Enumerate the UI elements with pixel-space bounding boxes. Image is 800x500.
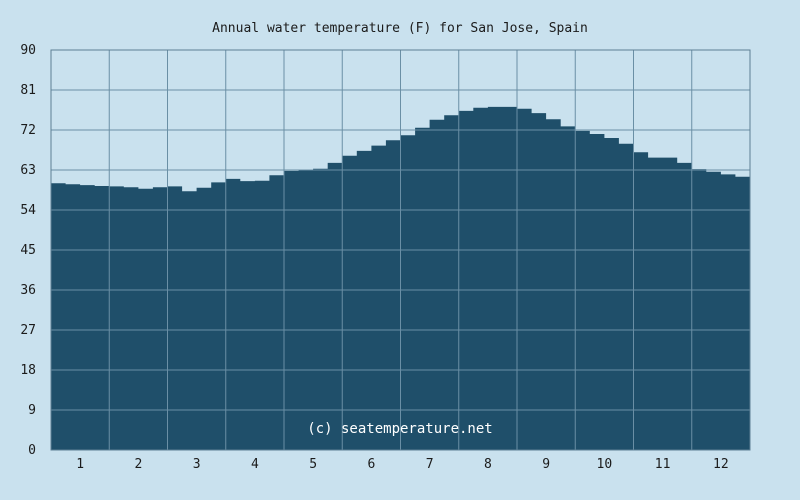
chart-title: Annual water temperature (F) for San Jos… — [212, 21, 588, 36]
y-tick-label: 18 — [20, 363, 36, 378]
x-tick-label: 1 — [76, 457, 84, 472]
watermark-text: (c) seatemperature.net — [307, 421, 492, 437]
x-tick-label: 3 — [193, 457, 201, 472]
x-tick-label: 5 — [309, 457, 317, 472]
y-tick-label: 63 — [20, 163, 36, 178]
x-tick-label: 11 — [655, 457, 671, 472]
y-tick-label: 9 — [28, 403, 36, 418]
x-tick-label: 12 — [713, 457, 729, 472]
y-tick-label: 45 — [20, 243, 36, 258]
x-tick-label: 10 — [597, 457, 613, 472]
y-tick-label: 36 — [20, 283, 36, 298]
x-tick-label: 7 — [426, 457, 434, 472]
y-tick-label: 0 — [28, 443, 36, 458]
x-tick-label: 6 — [367, 457, 375, 472]
plot-frame — [50, 49, 751, 451]
y-tick-label: 90 — [20, 43, 36, 58]
x-tick-label: 8 — [484, 457, 492, 472]
x-tick-label: 9 — [542, 457, 550, 472]
x-tick-label: 2 — [134, 457, 142, 472]
y-tick-label: 81 — [20, 83, 36, 98]
y-tick-label: 54 — [20, 203, 36, 218]
y-tick-label: 27 — [20, 323, 36, 338]
x-tick-label: 4 — [251, 457, 259, 472]
y-tick-label: 72 — [20, 123, 36, 138]
